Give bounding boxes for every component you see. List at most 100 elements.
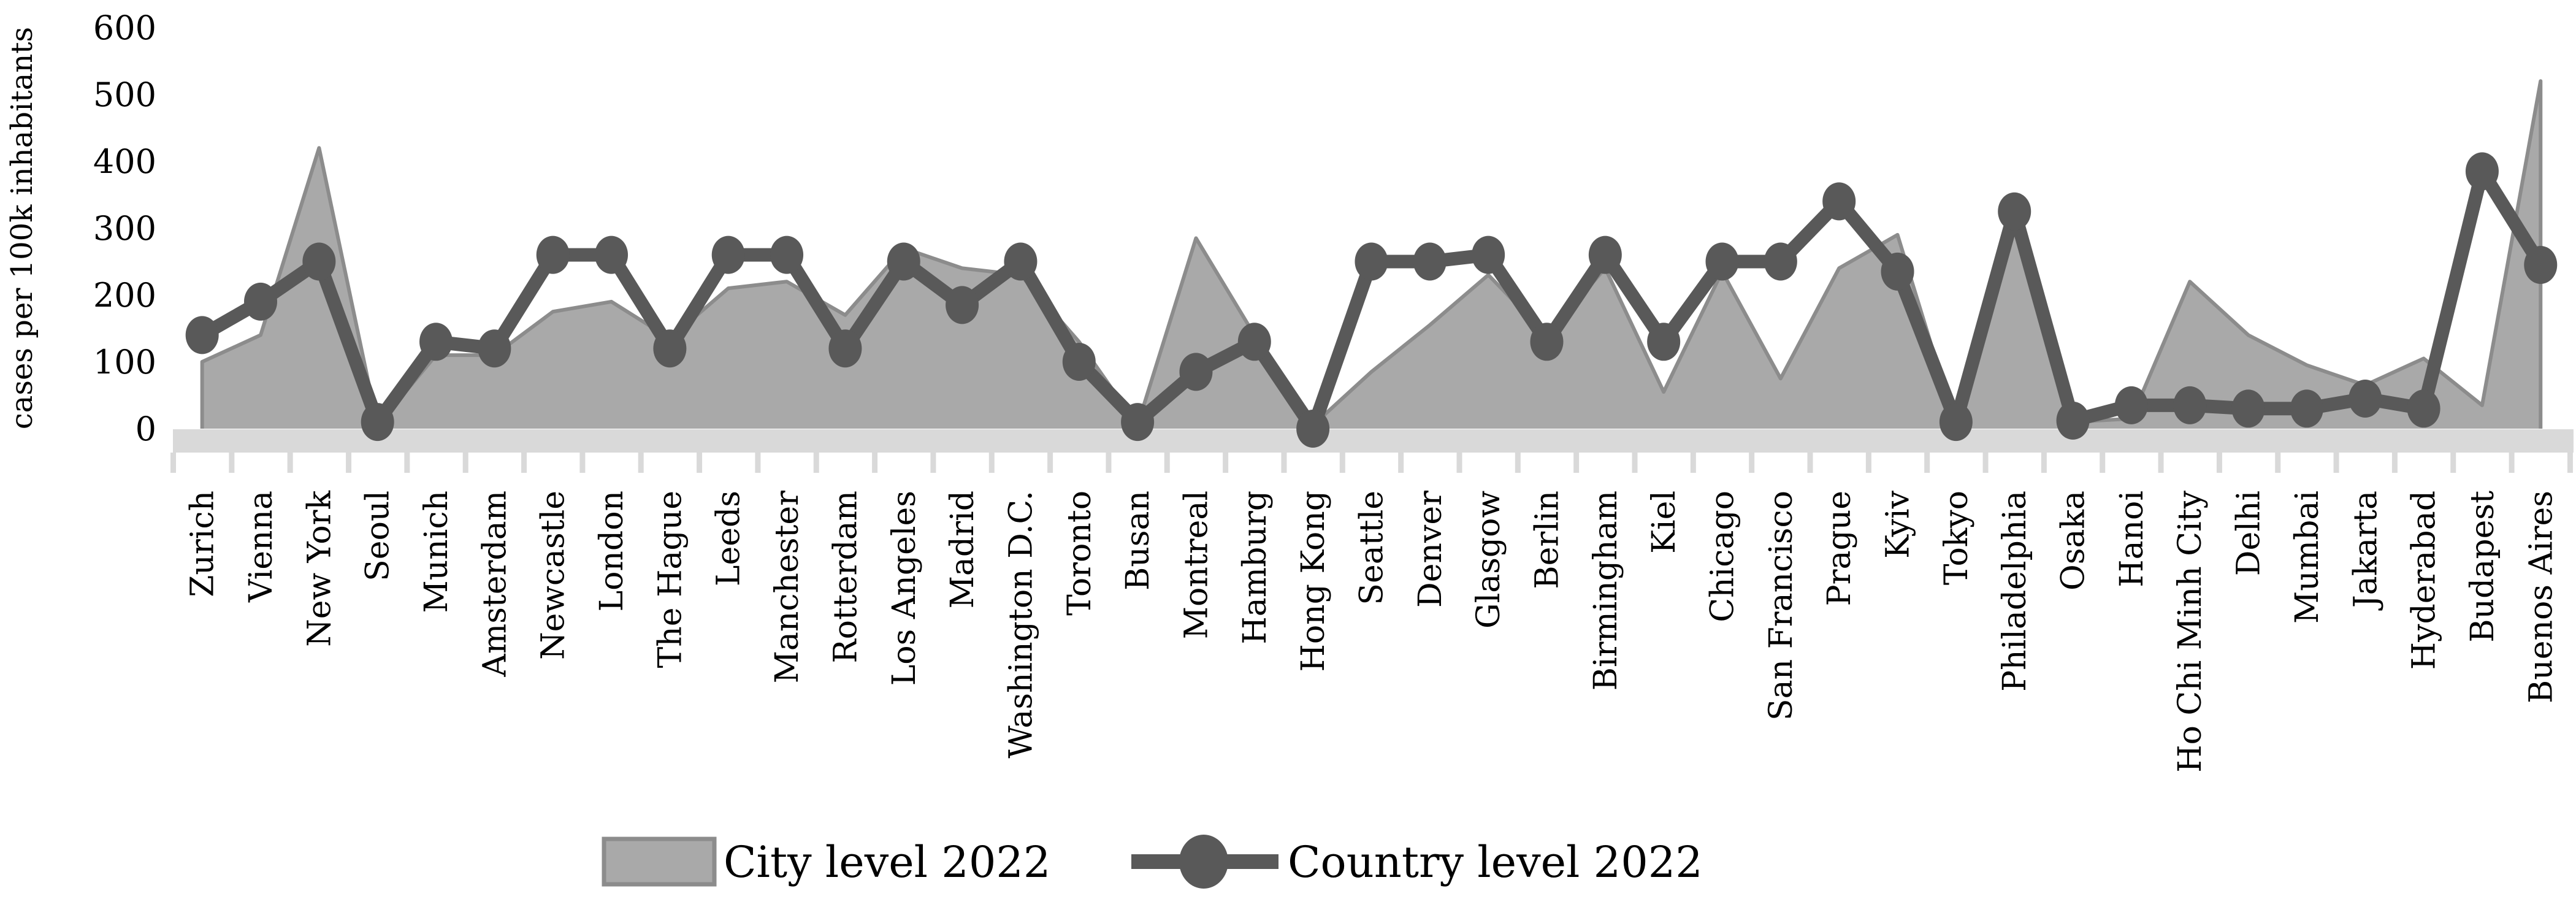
x-axis-label-kiel: Kiel bbox=[1646, 491, 1683, 554]
data-point-newcastle-country bbox=[536, 235, 570, 274]
x-axis-baseline-strip bbox=[170, 429, 2574, 473]
x-axis-label-los-angeles: Los Angeles bbox=[886, 491, 923, 686]
x-axis-label-philadelphia: Philadelphia bbox=[1997, 491, 2033, 692]
axis-tick-mark bbox=[229, 453, 235, 473]
data-point-budapest-country bbox=[2465, 152, 2499, 191]
x-axis-label-mumbai: Mumbai bbox=[2289, 491, 2326, 624]
data-point-delhi-country bbox=[2231, 389, 2265, 428]
data-point-denver-country bbox=[1413, 242, 1447, 281]
data-point-glasgow-country bbox=[1472, 235, 1505, 274]
data-point-zurich-country bbox=[185, 316, 219, 354]
x-axis-label-delhi: Delhi bbox=[2231, 491, 2268, 576]
chart-legend: City level 2022 Country level 2022 bbox=[602, 835, 1703, 889]
x-axis-label-manchester: Manchester bbox=[769, 491, 806, 683]
data-point-philadelphia-country bbox=[1998, 192, 2031, 231]
y-axis-tick-labels: 0 100 200 300 400 500 600 bbox=[93, 9, 156, 448]
axis-tick-mark bbox=[462, 453, 468, 473]
data-point-london-country bbox=[595, 235, 629, 274]
axis-tick-mark bbox=[1515, 453, 1521, 473]
x-axis-label-budapest: Budapest bbox=[2464, 491, 2501, 643]
legend-swatch-city-level bbox=[602, 836, 717, 887]
axis-tick-mark bbox=[1690, 453, 1696, 473]
x-axis-label-vienna: Vienna bbox=[243, 491, 280, 603]
x-axis-label-prague: Prague bbox=[1821, 491, 1858, 606]
data-point-berlin-country bbox=[1530, 323, 1564, 361]
data-point-leeds-country bbox=[711, 235, 745, 274]
data-point-ho-chi-minh-city-country bbox=[2173, 386, 2207, 424]
city-level-area-series bbox=[200, 79, 2543, 429]
x-axis-label-buenos-aires: Buenos Aires bbox=[2523, 491, 2559, 703]
axis-tick-mark bbox=[1865, 453, 1871, 473]
x-axis-label-glasgow: Glasgow bbox=[1470, 491, 1507, 629]
data-point-munich-country bbox=[419, 323, 453, 361]
x-axis-label-new-york: New York bbox=[301, 491, 338, 647]
axis-tick-mark bbox=[697, 453, 703, 473]
data-point-madrid-country bbox=[946, 286, 979, 324]
legend-label-city-level: City level 2022 bbox=[724, 837, 1050, 887]
axis-tick-mark bbox=[2100, 453, 2106, 473]
x-axis-label-kyiv: Kyiv bbox=[1880, 490, 1917, 559]
x-axis-label-hanoi: Hanoi bbox=[2114, 491, 2150, 587]
x-axis-label-tokyo: Tokyo bbox=[1938, 491, 1975, 585]
x-axis-label-zurich: Zurich bbox=[185, 491, 221, 597]
axis-tick-mark bbox=[579, 453, 586, 473]
data-point-the-hague-country bbox=[653, 329, 687, 368]
x-axis-label-hong-kong: Hong Kong bbox=[1295, 491, 1332, 672]
axis-tick-mark bbox=[2041, 453, 2047, 473]
data-point-hamburg-country bbox=[1237, 323, 1271, 361]
axis-tick-mark bbox=[872, 453, 878, 473]
y-tick-label-600: 600 bbox=[93, 9, 156, 47]
axis-tick-mark bbox=[930, 453, 936, 473]
axis-tick-mark bbox=[1339, 453, 1345, 473]
city-level-area-border bbox=[200, 79, 2543, 429]
data-point-chicago-country bbox=[1705, 242, 1739, 281]
data-point-kyiv-country bbox=[1881, 252, 1914, 291]
data-point-osaka-country bbox=[2056, 401, 2090, 440]
x-axis-label-san-francisco: San Francisco bbox=[1763, 491, 1800, 721]
x-axis-label-birmingham: Birmingham bbox=[1588, 491, 1624, 691]
axis-tick-mark bbox=[2567, 453, 2573, 473]
axis-tick-mark bbox=[638, 453, 644, 473]
x-axis-label-berlin: Berlin bbox=[1529, 491, 1565, 589]
x-axis-label-rotterdam: Rotterdam bbox=[827, 491, 864, 663]
axis-tick-mark bbox=[1164, 453, 1170, 473]
axis-tick-mark bbox=[1924, 453, 1930, 473]
axis-tick-mark bbox=[1573, 453, 1580, 473]
data-point-hyderabad-country bbox=[2407, 389, 2440, 428]
x-axis-label-montreal: Montreal bbox=[1178, 491, 1215, 639]
axis-tick-mark bbox=[404, 453, 410, 473]
x-axis-label-washington-d-c: Washington D.C. bbox=[1003, 491, 1039, 759]
x-axis-label-madrid: Madrid bbox=[944, 491, 981, 608]
data-point-vienna-country bbox=[244, 282, 278, 321]
x-axis-label-osaka: Osaka bbox=[2055, 491, 2092, 591]
x-axis-label-jakarta: Jakarta bbox=[2347, 491, 2384, 611]
data-point-mumbai-country bbox=[2290, 389, 2323, 428]
x-axis-label-ho-chi-minh-city: Ho Chi Minh City bbox=[2172, 490, 2209, 772]
y-tick-label-200: 200 bbox=[93, 276, 156, 315]
axis-tick-mark bbox=[287, 453, 293, 473]
axis-tick-mark bbox=[1749, 453, 1755, 473]
axis-strip-band bbox=[173, 429, 2574, 453]
data-point-buenos-aires-country bbox=[2524, 245, 2558, 284]
x-axis-label-newcastle: Newcastle bbox=[535, 491, 572, 660]
axis-tick-mark bbox=[1456, 453, 1462, 473]
data-point-montreal-country bbox=[1179, 353, 1213, 391]
y-tick-label-100: 100 bbox=[93, 343, 156, 381]
y-tick-label-500: 500 bbox=[93, 75, 156, 114]
axis-tick-mark bbox=[988, 453, 995, 473]
axis-tick-mark bbox=[1807, 453, 1813, 473]
data-point-san-francisco-country bbox=[1764, 242, 1797, 281]
data-point-los-angeles-country bbox=[887, 242, 920, 281]
axis-tick-mark bbox=[1106, 453, 1112, 473]
axis-tick-mark bbox=[2509, 453, 2515, 473]
x-axis-label-toronto: Toronto bbox=[1061, 491, 1098, 616]
x-axis-label-hamburg: Hamburg bbox=[1237, 491, 1274, 645]
x-axis-label-busan: Busan bbox=[1120, 491, 1156, 591]
x-axis-label-seoul: Seoul bbox=[360, 491, 397, 581]
data-point-prague-country bbox=[1822, 182, 1856, 221]
data-point-toronto-country bbox=[1062, 343, 1096, 381]
x-axis-city-labels: Zurich Vienna New York Seoul Munich Amsterdam… bbox=[185, 490, 2560, 772]
city-level-area-fill bbox=[202, 81, 2541, 429]
y-tick-label-300: 300 bbox=[93, 209, 156, 248]
